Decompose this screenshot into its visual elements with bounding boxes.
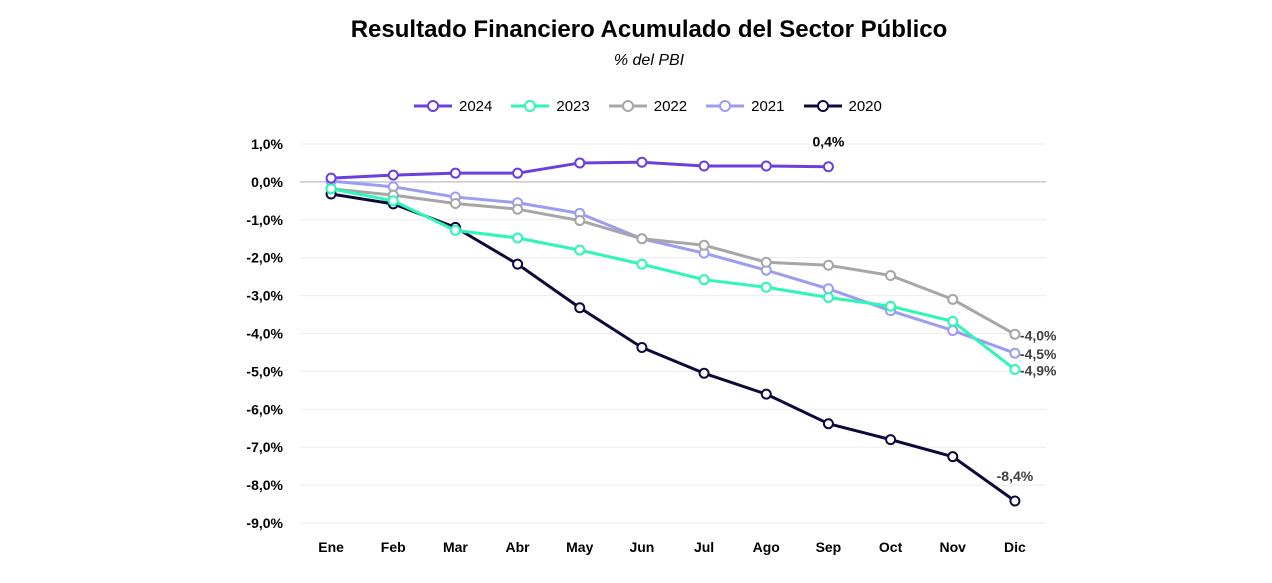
data-point-2020 [822, 418, 834, 430]
data-point-2024 [698, 160, 710, 172]
legend-swatch-2024 [414, 100, 452, 112]
legend-item-2022: 2022 [608, 98, 687, 115]
x-tick-label: Jul [694, 539, 714, 555]
data-point-2021 [822, 283, 834, 295]
data-point-2022 [760, 256, 772, 268]
x-tick-label: Mar [443, 539, 468, 555]
data-point-2020 [885, 434, 897, 446]
x-tick-label: Abr [506, 539, 531, 555]
y-tick-label: -4,0% [246, 326, 283, 342]
data-point-2022 [449, 198, 461, 210]
data-point-2023 [760, 281, 772, 293]
data-point-2022 [512, 203, 524, 215]
data-point-2022 [574, 215, 586, 227]
legend-swatch-2023 [511, 100, 550, 112]
data-point-2024 [449, 167, 461, 179]
data-point-2023 [387, 195, 399, 207]
y-tick-label: -8,0% [246, 477, 283, 493]
legend-swatch-2022 [608, 100, 647, 112]
data-point-2023 [822, 291, 834, 303]
data-point-2024 [387, 169, 399, 181]
x-tick-label: Jun [629, 539, 654, 555]
data-point-2024 [822, 161, 834, 173]
data-point-2022 [822, 259, 834, 271]
data-point-2020 [698, 367, 710, 379]
x-tick-label: Oct [879, 539, 903, 555]
data-point-2022 [698, 239, 710, 251]
legend-label-2022: 2022 [653, 97, 688, 115]
y-tick-label: 0,0% [251, 174, 283, 190]
data-point-2023 [636, 258, 648, 270]
data-point-2020 [512, 258, 524, 270]
y-tick-label: -1,0% [246, 212, 283, 228]
data-label-2024: 0,4% [812, 134, 844, 150]
data-point-2023 [1009, 364, 1021, 376]
data-point-2023 [449, 224, 461, 236]
data-label-2021: -4,5% [1020, 346, 1057, 362]
y-tick-label: -3,0% [246, 288, 283, 304]
legend-swatch-2021 [706, 100, 745, 112]
data-point-2024 [325, 172, 337, 184]
data-point-2020 [760, 388, 772, 400]
y-tick-label: -5,0% [246, 363, 283, 379]
y-tick-label: -9,0% [246, 515, 283, 531]
y-tick-label: 1,0% [251, 136, 283, 152]
data-point-2023 [512, 232, 524, 244]
data-point-2020 [1009, 495, 1021, 507]
x-tick-label: Feb [381, 539, 406, 555]
x-tick-label: Ago [753, 539, 780, 555]
data-point-2023 [325, 183, 337, 195]
series-line-2022 [330, 187, 1016, 336]
data-label-2022: -4,0% [1020, 327, 1057, 343]
x-tick-label: Ene [318, 539, 344, 555]
data-point-2024 [574, 157, 586, 169]
legend-label-2021: 2021 [751, 97, 785, 115]
data-point-2024 [636, 156, 648, 168]
data-point-2020 [574, 302, 586, 314]
data-point-2023 [698, 274, 710, 286]
data-point-2021 [947, 324, 959, 336]
x-tick-label: Sep [816, 539, 842, 555]
series-line-2023 [330, 187, 1016, 371]
y-tick-label: -6,0% [246, 401, 283, 417]
data-point-2020 [636, 342, 648, 354]
data-point-2022 [636, 233, 648, 245]
x-tick-label: Nov [940, 539, 967, 555]
series-line-2021 [330, 179, 1016, 355]
chart-subtitle: % del PBI [613, 52, 685, 69]
legend-swatch-2020 [803, 100, 842, 112]
legend-label-2024: 2024 [459, 97, 493, 115]
series-line-2020 [330, 192, 1016, 503]
data-label-2020: -8,4% [997, 468, 1034, 484]
data-point-2022 [885, 270, 897, 282]
data-point-2024 [512, 167, 524, 179]
data-point-2023 [574, 244, 586, 256]
legend-item-2023: 2023 [510, 97, 590, 115]
data-label-2023: -4,9% [1020, 363, 1057, 379]
legend-label-2020: 2020 [848, 97, 882, 115]
data-point-2021 [1009, 347, 1021, 359]
data-point-2022 [947, 293, 959, 305]
data-point-2023 [947, 315, 959, 327]
data-point-2023 [885, 300, 897, 312]
chart-title: Resultado Financiero Acumulado del Secto… [350, 16, 948, 43]
legend: 2024 2023 2022 2021 2020 [413, 95, 882, 117]
y-tick-label: -2,0% [246, 250, 283, 266]
x-tick-label: Dic [1004, 539, 1026, 555]
legend-item-2024: 2024 [413, 98, 492, 115]
data-point-2020 [947, 451, 959, 463]
data-point-2024 [760, 160, 772, 172]
y-tick-label: -7,0% [246, 439, 283, 455]
legend-label-2023: 2023 [556, 97, 590, 115]
legend-item-2021: 2021 [705, 97, 785, 115]
data-point-2022 [1009, 328, 1021, 340]
legend-item-2020: 2020 [803, 98, 882, 115]
x-tick-label: May [566, 539, 593, 555]
